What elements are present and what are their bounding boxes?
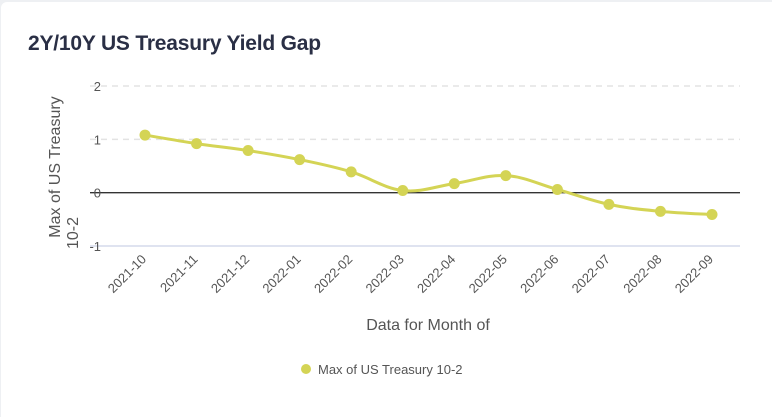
data-point[interactable]	[397, 185, 409, 197]
data-point[interactable]	[345, 166, 357, 178]
legend-label[interactable]: Max of US Treasury 10-2	[318, 362, 463, 377]
y-tick-label: 0	[94, 186, 101, 201]
legend-marker	[301, 364, 311, 374]
x-tick-label: 2021-10	[105, 252, 149, 296]
data-point[interactable]	[706, 209, 718, 221]
y-tick-label: 1	[94, 132, 101, 147]
data-point[interactable]	[139, 129, 151, 141]
x-tick-label: 2022-04	[414, 252, 458, 296]
x-tick-label: 2021-12	[208, 252, 252, 296]
y-axis-ticks: 2 1 0 -1	[89, 79, 101, 254]
data-point[interactable]	[242, 145, 254, 157]
x-tick-label: 2022-06	[517, 252, 561, 296]
data-points	[139, 129, 718, 221]
series-line	[144, 133, 713, 217]
data-point[interactable]	[294, 154, 306, 166]
data-point[interactable]	[191, 138, 203, 150]
y-tick-label: 2	[94, 79, 101, 94]
x-tick-label: 2022-08	[620, 252, 664, 296]
x-tick-label: 2022-03	[362, 252, 406, 296]
data-point[interactable]	[551, 183, 563, 195]
y-axis-title-line-1: Max of US Treasury	[47, 96, 64, 237]
x-axis-title: Data for Month of	[366, 317, 490, 334]
data-point[interactable]	[448, 178, 460, 190]
x-tick-label: 2021-11	[157, 252, 201, 296]
data-point[interactable]	[603, 198, 615, 210]
x-tick-label: 2022-05	[466, 252, 510, 296]
grid-lines	[90, 85, 740, 247]
data-point[interactable]	[654, 205, 666, 217]
x-tick-label: 2022-09	[672, 252, 716, 296]
x-tick-label: 2022-02	[311, 252, 355, 296]
x-axis-ticks: 2021-10 2021-11 2021-12 2022-01 2022-02 2022-…	[105, 252, 716, 296]
y-axis-title-line-2: 10-2	[65, 217, 82, 249]
x-tick-label: 2022-07	[569, 252, 613, 296]
legend[interactable]: Max of US Treasury 10-2	[301, 362, 463, 377]
y-tick-label: -1	[89, 239, 101, 254]
chart-title: 2Y/10Y US Treasury Yield Gap	[28, 32, 321, 55]
x-tick-label: 2022-01	[259, 252, 303, 296]
data-point[interactable]	[500, 170, 512, 182]
